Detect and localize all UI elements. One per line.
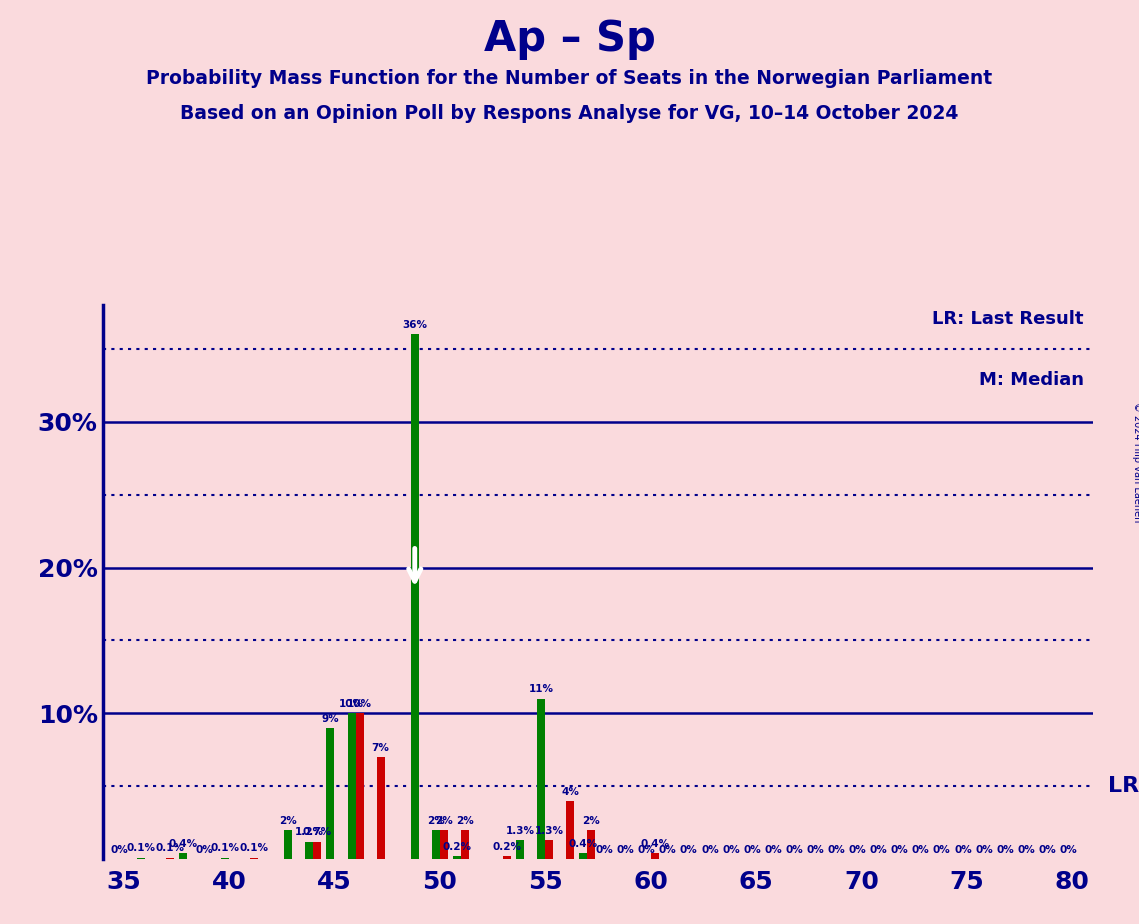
Bar xyxy=(461,830,469,859)
Bar xyxy=(137,857,145,859)
Text: 2%: 2% xyxy=(435,816,452,826)
Text: 0%: 0% xyxy=(1059,845,1077,855)
Text: 0%: 0% xyxy=(786,845,803,855)
Text: 0.4%: 0.4% xyxy=(568,839,598,849)
Text: 0%: 0% xyxy=(806,845,825,855)
Text: 0%: 0% xyxy=(596,845,614,855)
Text: LR: Last Result: LR: Last Result xyxy=(932,310,1083,328)
Text: 0%: 0% xyxy=(638,845,656,855)
Text: 0%: 0% xyxy=(744,845,761,855)
Text: 0%: 0% xyxy=(764,845,782,855)
Text: 0%: 0% xyxy=(870,845,887,855)
Bar xyxy=(377,757,385,859)
Bar xyxy=(580,854,588,859)
Bar xyxy=(546,840,554,859)
Bar xyxy=(166,857,174,859)
Text: 0%: 0% xyxy=(954,845,972,855)
Text: 2%: 2% xyxy=(456,816,474,826)
Text: 0%: 0% xyxy=(700,845,719,855)
Bar xyxy=(588,830,596,859)
Text: M: Median: M: Median xyxy=(978,371,1083,389)
Text: 36%: 36% xyxy=(402,320,427,330)
Bar xyxy=(221,857,229,859)
Text: Ap – Sp: Ap – Sp xyxy=(484,18,655,60)
Text: 0%: 0% xyxy=(933,845,951,855)
Text: 0%: 0% xyxy=(680,845,698,855)
Bar xyxy=(440,830,448,859)
Text: 0.2%: 0.2% xyxy=(492,842,522,852)
Text: © 2024 Filip van Laenen: © 2024 Filip van Laenen xyxy=(1132,402,1139,522)
Text: 1.2%: 1.2% xyxy=(295,827,323,837)
Text: 0.1%: 0.1% xyxy=(126,844,155,854)
Text: 0%: 0% xyxy=(616,845,634,855)
Text: LR: LR xyxy=(1108,776,1139,796)
Text: 0%: 0% xyxy=(912,845,929,855)
Text: 0%: 0% xyxy=(891,845,909,855)
Text: 0%: 0% xyxy=(849,845,867,855)
Bar xyxy=(327,728,335,859)
Text: 2%: 2% xyxy=(279,816,297,826)
Text: 1.3%: 1.3% xyxy=(506,826,534,836)
Bar xyxy=(432,830,440,859)
Text: 0%: 0% xyxy=(658,845,677,855)
Text: 10%: 10% xyxy=(339,699,364,709)
Text: 0%: 0% xyxy=(828,845,845,855)
Text: 0%: 0% xyxy=(1039,845,1056,855)
Text: 0.2%: 0.2% xyxy=(442,842,472,852)
Text: 0.4%: 0.4% xyxy=(640,839,670,849)
Bar xyxy=(355,713,363,859)
Bar xyxy=(411,334,419,859)
Bar xyxy=(538,699,546,859)
Bar xyxy=(347,713,355,859)
Bar xyxy=(305,842,313,859)
Text: 0.1%: 0.1% xyxy=(155,844,185,854)
Text: 0.7%: 0.7% xyxy=(303,827,331,837)
Bar xyxy=(285,830,293,859)
Text: 0%: 0% xyxy=(975,845,993,855)
Bar xyxy=(313,842,321,859)
Text: 0%: 0% xyxy=(722,845,740,855)
Text: 0%: 0% xyxy=(997,845,1014,855)
Bar xyxy=(453,857,461,859)
Text: 0.1%: 0.1% xyxy=(211,844,239,854)
Bar xyxy=(179,854,187,859)
Text: 9%: 9% xyxy=(321,713,339,723)
Text: 7%: 7% xyxy=(371,743,390,753)
Text: 0.1%: 0.1% xyxy=(239,844,269,854)
Text: 10%: 10% xyxy=(347,699,372,709)
Bar xyxy=(650,854,658,859)
Text: 0.4%: 0.4% xyxy=(169,839,197,849)
Text: 0%: 0% xyxy=(195,845,213,855)
Text: 2%: 2% xyxy=(427,816,444,826)
Text: 11%: 11% xyxy=(528,685,554,695)
Text: 1.3%: 1.3% xyxy=(535,826,564,836)
Bar xyxy=(503,857,511,859)
Text: Based on an Opinion Poll by Respons Analyse for VG, 10–14 October 2024: Based on an Opinion Poll by Respons Anal… xyxy=(180,104,959,124)
Text: 0%: 0% xyxy=(1017,845,1035,855)
Bar xyxy=(251,857,259,859)
Text: 2%: 2% xyxy=(582,816,600,826)
Text: Probability Mass Function for the Number of Seats in the Norwegian Parliament: Probability Mass Function for the Number… xyxy=(147,69,992,89)
Text: 0%: 0% xyxy=(110,845,129,855)
Bar xyxy=(516,840,524,859)
Bar xyxy=(566,801,574,859)
Text: 4%: 4% xyxy=(562,786,580,796)
